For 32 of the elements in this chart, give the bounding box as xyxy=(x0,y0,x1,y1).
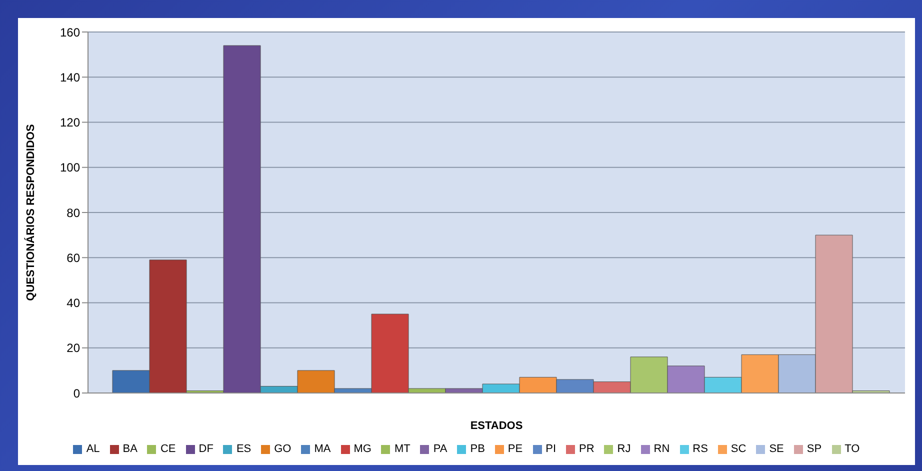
legend-label: MT xyxy=(394,443,410,455)
y-tick-label: 80 xyxy=(66,206,80,220)
legend-label: SC xyxy=(730,443,746,455)
legend-label: RN xyxy=(654,443,670,455)
legend-label: PI xyxy=(546,443,556,455)
legend-label: CE xyxy=(160,443,176,455)
legend-label: DF xyxy=(198,443,214,455)
legend-label: TO xyxy=(844,443,860,455)
legend-label: BA xyxy=(122,443,138,455)
legend-label: PB xyxy=(470,443,485,455)
y-tick-label: 0 xyxy=(73,386,80,400)
legend-label: SE xyxy=(769,443,784,455)
legend-label: PE xyxy=(508,443,523,455)
legend-label: MG xyxy=(354,443,372,455)
y-tick-label: 140 xyxy=(60,70,80,84)
legend-label: RS xyxy=(692,443,708,455)
y-tick-label: 100 xyxy=(60,160,80,175)
x-axis-title: ESTADOS xyxy=(470,420,523,432)
y-tick-label: 120 xyxy=(60,116,80,130)
legend-label: GO xyxy=(274,443,292,455)
legend-label: PA xyxy=(433,443,448,455)
y-tick-label: 160 xyxy=(60,25,80,40)
y-tick-label: 40 xyxy=(66,296,80,310)
legend-label: MA xyxy=(314,443,331,455)
legend-label: ES xyxy=(236,443,252,455)
legend-label: PR xyxy=(579,443,594,455)
y-tick-label: 20 xyxy=(66,341,80,356)
legend-label: AL xyxy=(86,443,100,455)
legend-label: RJ xyxy=(617,443,631,455)
y-tick-label: 60 xyxy=(66,250,80,265)
legend-label: SP xyxy=(806,443,822,455)
y-axis-title: QUESTIONÁRIOS RESPONDIDOS xyxy=(24,124,37,301)
